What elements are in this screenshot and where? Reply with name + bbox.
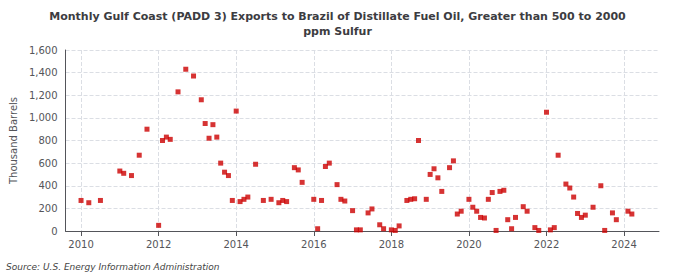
svg-text:1,200: 1,200	[29, 90, 58, 101]
svg-text:2014: 2014	[223, 239, 248, 250]
svg-text:400: 400	[38, 180, 57, 191]
svg-text:2016: 2016	[301, 239, 326, 250]
svg-text:1,600: 1,600	[29, 45, 58, 56]
svg-text:800: 800	[38, 135, 57, 146]
svg-text:2012: 2012	[146, 239, 171, 250]
svg-text:1,400: 1,400	[29, 67, 58, 78]
svg-text:ppm Sulfur: ppm Sulfur	[303, 25, 372, 38]
svg-text:Thousand Barrels: Thousand Barrels	[8, 97, 19, 185]
svg-text:Source: U.S. Energy Informatio: Source: U.S. Energy Information Administ…	[6, 262, 220, 272]
svg-text:0: 0	[51, 226, 57, 237]
svg-text:2024: 2024	[611, 239, 636, 250]
svg-text:2018: 2018	[379, 239, 404, 250]
svg-text:600: 600	[38, 158, 57, 169]
svg-text:2010: 2010	[68, 239, 93, 250]
svg-text:200: 200	[38, 203, 57, 214]
svg-text:2020: 2020	[456, 239, 481, 250]
svg-text:Monthly Gulf Coast (PADD 3) Ex: Monthly Gulf Coast (PADD 3) Exports to B…	[49, 10, 626, 23]
svg-text:1,000: 1,000	[29, 112, 58, 123]
svg-text:2022: 2022	[534, 239, 559, 250]
